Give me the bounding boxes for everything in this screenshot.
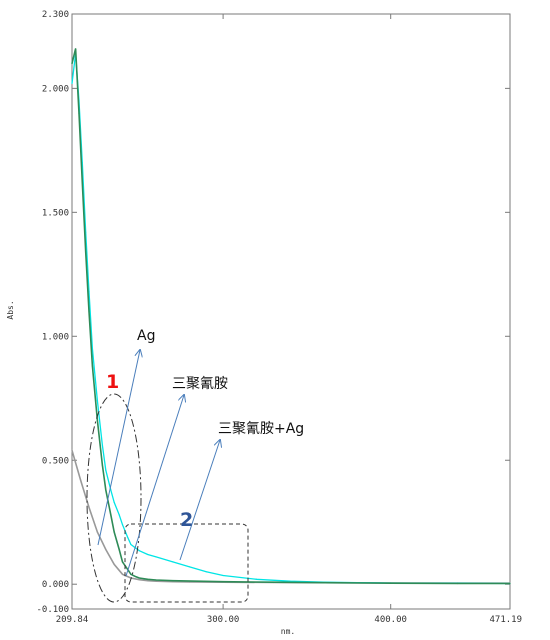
y-tick-label: 0.500: [42, 456, 69, 466]
y-tick-label: 1.000: [42, 332, 69, 342]
series-point: [222, 581, 224, 583]
series-point: [155, 579, 157, 581]
x-axis: 209.84 300.00 400.00 471.19: [56, 14, 522, 625]
series-point: [88, 310, 90, 313]
arrow-melamine: [125, 395, 184, 577]
series-point: [130, 573, 132, 575]
label-melamine: 三聚氰胺: [172, 376, 228, 392]
x-tick-label: 300.00: [207, 615, 240, 625]
series-point: [78, 112, 80, 114]
series-point: [81, 181, 83, 184]
series-point: [457, 582, 459, 585]
y-tick-label: 2.300: [42, 10, 69, 20]
x-tick-label: 471.19: [489, 615, 522, 625]
series-point: [121, 561, 124, 563]
series-point: [96, 531, 99, 533]
series-point: [222, 574, 224, 577]
series-point: [88, 506, 90, 508]
series-point: [96, 419, 99, 422]
series-point: [101, 444, 104, 446]
series-point: [323, 582, 325, 584]
series-point: [256, 578, 258, 580]
series-point: [88, 291, 90, 293]
series-point: [113, 531, 115, 533]
series-point: [85, 251, 87, 253]
plot-frame: [71, 13, 511, 610]
series-point: [272, 581, 274, 583]
series-point: [71, 449, 73, 451]
series-0: [71, 449, 511, 585]
series-point: [113, 501, 115, 503]
series-point: [205, 571, 207, 573]
series-point: [390, 582, 392, 584]
series-point: [135, 576, 137, 578]
series-point: [71, 82, 73, 85]
series-point: [138, 579, 140, 581]
series-point: [75, 48, 77, 50]
arrow-melamine-ag: [179, 440, 220, 561]
region-2-box: [124, 523, 249, 603]
x-tick-label: 400.00: [374, 615, 407, 625]
y-tick-label: 1.500: [42, 208, 69, 218]
series-point: [172, 561, 174, 563]
series-point: [147, 553, 149, 556]
series-point: [80, 479, 82, 481]
series-point: [105, 548, 107, 551]
series-point: [118, 548, 120, 551]
series-point: [172, 580, 174, 582]
series-2: [71, 48, 511, 585]
series-point: [71, 62, 73, 65]
series-point: [138, 550, 140, 552]
series-point: [105, 489, 107, 491]
region-2-number: 2: [180, 509, 193, 531]
y-tick-label: 2.000: [42, 84, 69, 94]
series-point: [147, 578, 149, 580]
series-point: [118, 514, 120, 516]
series-point: [121, 524, 124, 526]
series-point: [101, 464, 104, 466]
series-point: [121, 573, 124, 575]
series-line: [71, 53, 511, 585]
series-point: [509, 582, 511, 585]
region-1-ellipse: [86, 393, 142, 603]
series-point: [138, 577, 140, 579]
region-1-number: 1: [106, 371, 119, 393]
series-line: [71, 450, 511, 585]
series-point: [96, 400, 99, 402]
y-axis-title: Abs.: [6, 300, 15, 319]
y-tick-label: -0.100: [36, 605, 69, 615]
y-tick-label: 0.000: [42, 580, 69, 590]
series-line: [71, 48, 510, 585]
label-ag: Ag: [137, 328, 155, 344]
series-point: [105, 469, 107, 471]
series-point: [147, 580, 149, 582]
x-axis-title: nm.: [281, 627, 295, 636]
series-point: [126, 536, 129, 538]
series-point: [188, 566, 191, 568]
x-tick-label: 209.84: [56, 615, 89, 625]
series-point: [289, 580, 291, 582]
series-point: [155, 556, 157, 558]
annotation-layer: Ag 三聚氰胺 三聚氰胺+Ag 1 2: [86, 328, 304, 603]
series-1: [71, 53, 511, 585]
series-point: [135, 547, 137, 549]
series-point: [130, 543, 132, 546]
arrow-ag: [97, 350, 140, 546]
series-point: [113, 563, 115, 565]
y-axis: 2.300 2.000 1.500 1.000 0.500 0.000 -0.100: [36, 10, 510, 615]
series-point: [155, 580, 157, 582]
series-point: [110, 489, 112, 491]
series-point: [91, 365, 93, 367]
series-layer: [71, 48, 511, 585]
series-point: [110, 514, 112, 516]
label-melamine-ag: 三聚氰胺+Ag: [218, 421, 304, 437]
